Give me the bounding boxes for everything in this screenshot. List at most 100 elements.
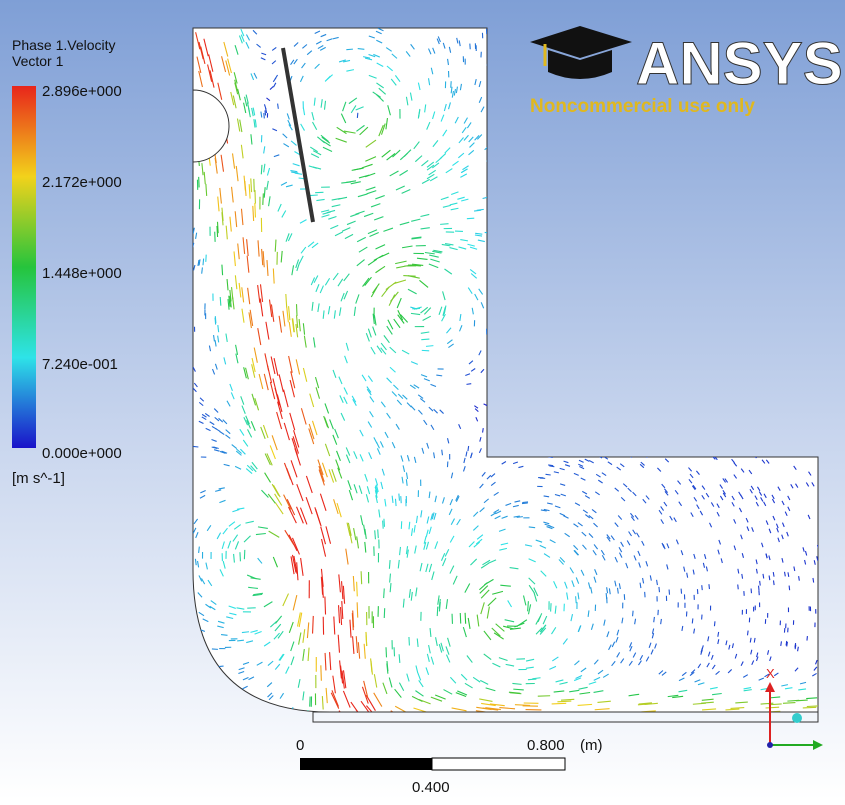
velocity-vector [220,297,221,306]
velocity-vector [384,519,385,527]
velocity-vector [659,587,660,592]
velocity-vector [251,178,252,192]
velocity-vector [261,165,262,174]
legend-tick: 2.896e+000 [42,83,122,100]
velocity-vector [310,195,318,196]
velocity-vector [275,240,276,252]
velocity-vector [789,586,790,591]
velocity-vector [408,265,419,266]
velocity-vector [714,621,715,626]
velocity-vector [798,647,799,652]
velocity-vector [199,547,200,553]
legend-tick: 1.448e+000 [42,265,122,282]
velocity-vector [788,572,789,577]
velocity-vector [606,593,607,599]
velocity-vector [528,601,529,611]
velocity-vector [255,203,256,218]
velocity-vector [378,529,379,538]
velocity-vector [692,618,693,623]
velocity-vector [325,597,326,615]
velocity-vector [399,494,400,501]
velocity-vector [321,665,322,680]
velocity-vector [346,49,353,50]
velocity-vector [389,560,390,569]
velocity-vector [529,527,535,528]
velocity-vector [278,104,279,109]
velocity-vector [384,588,385,598]
velocity-vector [803,707,817,708]
legend-tick: 0.000e+000 [42,445,122,462]
velocity-vector [785,572,786,577]
velocity-vector [193,446,198,447]
velocity-vector [633,611,634,617]
velocity-vector [297,304,298,316]
axis-x-label: X [766,666,775,681]
velocity-vector [781,641,782,646]
velocity-vector [773,572,774,577]
scale-bar-light [432,758,565,770]
legend-tick: 2.172e+000 [42,174,122,191]
velocity-vector [783,703,795,704]
scale-bar-dark [300,758,432,770]
velocity-vector [263,193,264,205]
velocity-vector [763,574,764,579]
scale-unit: (m) [580,737,603,754]
velocity-vector [709,584,710,589]
legend-tick: 7.240e-001 [42,356,118,373]
scale-start: 0 [296,737,304,754]
velocity-vector [546,474,551,475]
legend-title: Phase 1.Velocity [12,37,116,53]
velocity-vector [217,226,218,237]
velocity-vector [754,638,755,643]
velocity-vector [395,499,396,506]
legend-units: [m s^-1] [12,470,65,487]
velocity-vector [702,585,703,590]
velocity-vector [399,654,400,663]
velocity-vector [806,698,817,699]
velocity-vector [750,638,751,643]
velocity-vector [215,316,216,323]
velocity-vector [466,384,471,385]
velocity-vector [483,428,484,432]
velocity-vector [361,571,362,584]
scale-mid: 0.400 [412,779,450,796]
velocity-vector [766,707,780,708]
velocity-vector [552,703,567,704]
cfd-viewport: Phase 1.Velocity Vector 1 2.896e+000 2.1… [0,0,845,800]
velocity-vector [795,645,796,650]
velocity-vector [748,631,749,636]
velocity-vector [440,224,448,225]
velocity-vector [787,700,799,701]
velocity-vector [661,619,662,624]
velocity-vector [442,450,443,456]
velocity-vector [576,596,577,603]
velocity-vector [237,640,244,641]
velocity-vector [203,259,204,266]
scale-end: 0.800 [527,737,565,754]
velocity-vector [222,265,223,276]
velocity-vector [522,503,528,504]
velocity-vector [357,602,358,617]
logo-note: Noncommercial use only [530,96,755,117]
velocity-vector [618,588,619,594]
velocity-vector [522,502,528,503]
velocity-vector [760,581,761,586]
velocity-vector [654,617,655,622]
velocity-vector [375,530,376,539]
velocity-vector [240,552,241,561]
velocity-vector [515,705,530,706]
velocity-vector [265,110,266,115]
velocity-vector [742,574,743,579]
legend-subtitle: Vector 1 [12,53,64,69]
velocity-vector [383,521,384,529]
velocity-vector [421,339,429,340]
logo-brand: ANSYS [636,30,843,97]
velocity-vector [799,576,800,581]
velocity-vector [465,613,466,624]
velocity-vector [313,616,314,634]
velocity-vector [468,446,469,451]
velocity-vector [787,642,788,647]
velocity-vector [202,267,203,273]
velocity-vector [221,635,227,636]
velocity-vector [774,580,775,585]
